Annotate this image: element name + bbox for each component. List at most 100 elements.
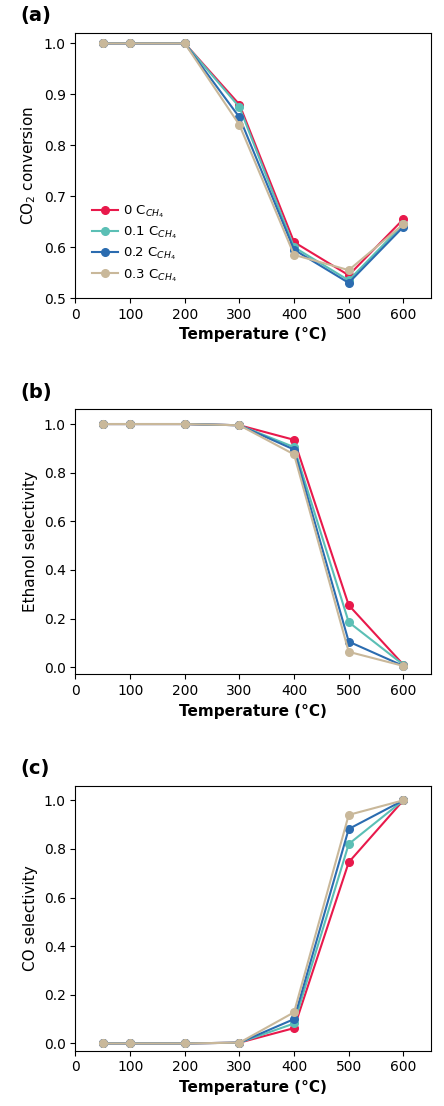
0.2 C$_{CH_4}$ [182, 36, 187, 50]
0.1 C$_{CH_4}$ [237, 1036, 242, 1050]
0.3 C$_{CH_4}$ [400, 218, 406, 231]
0.1 C$_{CH_4}$ [127, 1036, 133, 1050]
Line: 0.1 C$_{CH_4}$: 0.1 C$_{CH_4}$ [99, 40, 407, 284]
0 C$_{CH_4}$ [127, 36, 133, 50]
0.1 C$_{CH_4}$ [182, 1036, 187, 1050]
0.1 C$_{CH_4}$ [346, 616, 351, 629]
0.1 C$_{CH_4}$ [100, 417, 106, 430]
0 C$_{CH_4}$ [100, 1036, 106, 1050]
0.1 C$_{CH_4}$ [291, 1016, 297, 1030]
Line: 0 C$_{CH_4}$: 0 C$_{CH_4}$ [99, 420, 407, 668]
0.3 C$_{CH_4}$ [346, 645, 351, 658]
Text: (a): (a) [20, 7, 52, 25]
Y-axis label: Ethanol selectivity: Ethanol selectivity [23, 471, 38, 613]
Line: 0.3 C$_{CH_4}$: 0.3 C$_{CH_4}$ [99, 420, 407, 670]
0 C$_{CH_4}$ [127, 417, 133, 430]
0.1 C$_{CH_4}$ [127, 36, 133, 50]
Line: 0.2 C$_{CH_4}$: 0.2 C$_{CH_4}$ [99, 796, 407, 1047]
0.2 C$_{CH_4}$ [237, 418, 242, 431]
0.1 C$_{CH_4}$ [100, 1036, 106, 1050]
0.1 C$_{CH_4}$ [400, 218, 406, 231]
0 C$_{CH_4}$ [182, 36, 187, 50]
Y-axis label: CO selectivity: CO selectivity [23, 865, 38, 971]
0.2 C$_{CH_4}$ [346, 635, 351, 648]
0.2 C$_{CH_4}$ [182, 1036, 187, 1050]
0.3 C$_{CH_4}$ [182, 1036, 187, 1050]
0.1 C$_{CH_4}$ [182, 36, 187, 50]
0.3 C$_{CH_4}$ [127, 1036, 133, 1050]
0.2 C$_{CH_4}$ [400, 220, 406, 233]
0 C$_{CH_4}$ [346, 598, 351, 612]
0 C$_{CH_4}$ [100, 417, 106, 430]
0.3 C$_{CH_4}$ [182, 36, 187, 50]
0.2 C$_{CH_4}$ [100, 1036, 106, 1050]
0.3 C$_{CH_4}$ [400, 794, 406, 807]
0.3 C$_{CH_4}$ [291, 248, 297, 261]
0.2 C$_{CH_4}$ [346, 823, 351, 836]
0.2 C$_{CH_4}$ [100, 36, 106, 50]
0.1 C$_{CH_4}$ [237, 101, 242, 114]
0.3 C$_{CH_4}$ [100, 1036, 106, 1050]
0.1 C$_{CH_4}$ [346, 837, 351, 851]
0 C$_{CH_4}$ [237, 1036, 242, 1050]
0.2 C$_{CH_4}$ [291, 442, 297, 456]
Line: 0.1 C$_{CH_4}$: 0.1 C$_{CH_4}$ [99, 796, 407, 1047]
0 C$_{CH_4}$ [400, 658, 406, 671]
0 C$_{CH_4}$ [291, 236, 297, 249]
0.3 C$_{CH_4}$ [237, 1036, 242, 1050]
0.2 C$_{CH_4}$ [291, 243, 297, 257]
0.2 C$_{CH_4}$ [237, 111, 242, 124]
Line: 0.3 C$_{CH_4}$: 0.3 C$_{CH_4}$ [99, 40, 407, 274]
0 C$_{CH_4}$ [346, 856, 351, 869]
0.1 C$_{CH_4}$ [127, 417, 133, 430]
0.2 C$_{CH_4}$ [400, 794, 406, 807]
0.3 C$_{CH_4}$ [182, 417, 187, 430]
Line: 0 C$_{CH_4}$: 0 C$_{CH_4}$ [99, 40, 407, 279]
Line: 0.3 C$_{CH_4}$: 0.3 C$_{CH_4}$ [99, 796, 407, 1047]
0.2 C$_{CH_4}$ [127, 417, 133, 430]
Line: 0.1 C$_{CH_4}$: 0.1 C$_{CH_4}$ [99, 420, 407, 668]
Line: 0 C$_{CH_4}$: 0 C$_{CH_4}$ [99, 796, 407, 1047]
0.2 C$_{CH_4}$ [127, 36, 133, 50]
0.2 C$_{CH_4}$ [237, 1036, 242, 1050]
0.1 C$_{CH_4}$ [100, 36, 106, 50]
0.2 C$_{CH_4}$ [291, 1012, 297, 1025]
Line: 0.2 C$_{CH_4}$: 0.2 C$_{CH_4}$ [99, 420, 407, 670]
Text: (b): (b) [20, 383, 52, 401]
0.3 C$_{CH_4}$ [346, 808, 351, 822]
0 C$_{CH_4}$ [182, 417, 187, 430]
0 C$_{CH_4}$ [291, 1022, 297, 1035]
0 C$_{CH_4}$ [346, 269, 351, 282]
0 C$_{CH_4}$ [237, 98, 242, 112]
0.3 C$_{CH_4}$ [100, 417, 106, 430]
0 C$_{CH_4}$ [100, 36, 106, 50]
0 C$_{CH_4}$ [182, 1036, 187, 1050]
0 C$_{CH_4}$ [400, 212, 406, 226]
0.3 C$_{CH_4}$ [237, 418, 242, 431]
0.3 C$_{CH_4}$ [237, 118, 242, 132]
0.2 C$_{CH_4}$ [182, 417, 187, 430]
Text: (c): (c) [20, 759, 50, 778]
0 C$_{CH_4}$ [237, 418, 242, 431]
0.2 C$_{CH_4}$ [400, 659, 406, 672]
X-axis label: Temperature (°C): Temperature (°C) [179, 1079, 327, 1095]
0 C$_{CH_4}$ [127, 1036, 133, 1050]
0.3 C$_{CH_4}$ [400, 659, 406, 672]
Legend: 0 C$_{CH_4}$, 0.1 C$_{CH_4}$, 0.2 C$_{CH_4}$, 0.3 C$_{CH_4}$: 0 C$_{CH_4}$, 0.1 C$_{CH_4}$, 0.2 C$_{CH… [89, 201, 180, 286]
0.1 C$_{CH_4}$ [291, 241, 297, 254]
0.2 C$_{CH_4}$ [127, 1036, 133, 1050]
0.1 C$_{CH_4}$ [237, 418, 242, 431]
X-axis label: Temperature (°C): Temperature (°C) [179, 703, 327, 719]
0.1 C$_{CH_4}$ [182, 417, 187, 430]
0.2 C$_{CH_4}$ [100, 417, 106, 430]
0.3 C$_{CH_4}$ [127, 36, 133, 50]
0.1 C$_{CH_4}$ [400, 794, 406, 807]
Line: 0.2 C$_{CH_4}$: 0.2 C$_{CH_4}$ [99, 40, 407, 286]
0.3 C$_{CH_4}$ [100, 36, 106, 50]
0.3 C$_{CH_4}$ [346, 263, 351, 276]
0.1 C$_{CH_4}$ [291, 440, 297, 453]
0.3 C$_{CH_4}$ [291, 448, 297, 461]
0.2 C$_{CH_4}$ [346, 276, 351, 290]
X-axis label: Temperature (°C): Temperature (°C) [179, 327, 327, 343]
0 C$_{CH_4}$ [400, 794, 406, 807]
